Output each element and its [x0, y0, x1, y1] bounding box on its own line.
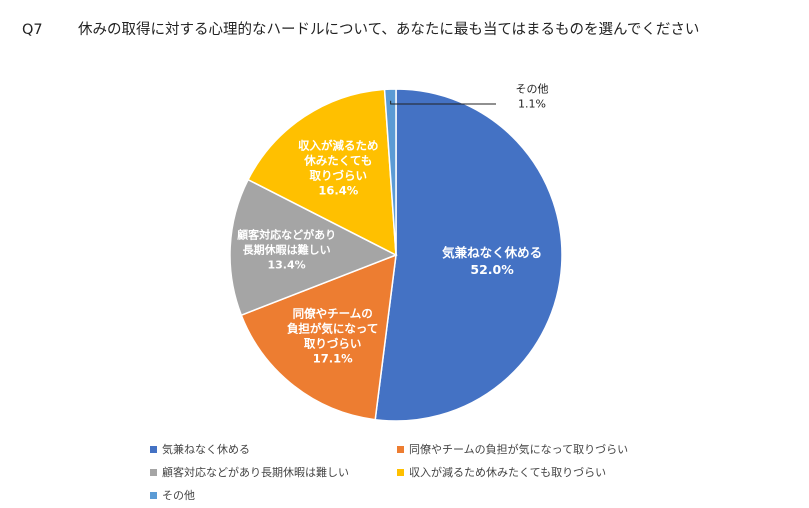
legend-swatch-1 [397, 445, 404, 453]
pie-slice-1 [240, 253, 397, 421]
legend-item-1: 同僚やチームの負担が気になって取りづらい [397, 441, 628, 457]
pie-slice-2 [229, 178, 398, 317]
question-number: Q7 [22, 22, 43, 38]
legend-label-1: 同僚やチームの負担が気になって取りづらい [409, 443, 629, 456]
pie-slice-4 [383, 88, 397, 256]
data-label-3: 収入が減るため休みたくても取りづらい 16.4% [298, 138, 379, 197]
legend-swatch-3 [397, 468, 404, 476]
question-text: 休みの取得に対する心理的なハードルについて、あなたに最も当てはまるものを選んでく… [78, 22, 700, 38]
data-label-2: 顧客対応などがあり長期休暇は難しい 13.4% [237, 227, 336, 271]
pie-slice-0 [374, 88, 563, 422]
legend-label-2: 顧客対応などがあり長期休暇は難しい [162, 466, 349, 479]
chart-title: Q7 休みの取得に対する心理的なハードルについて、あなたに最も当てはまるものを選ん… [22, 18, 699, 39]
legend-item-3: 収入が減るため休みたくても取りづらい [397, 464, 606, 480]
data-label-4: その他 1.1% [516, 82, 549, 110]
legend-swatch-4 [150, 491, 157, 499]
legend-label-4: その他 [162, 489, 195, 502]
pie-slice-3 [247, 88, 397, 257]
legend-item-4: その他 [150, 487, 195, 503]
data-label-0: 気兼ねなく休める 52.0% [442, 245, 542, 277]
legend-swatch-0 [150, 445, 157, 453]
legend-label-3: 収入が減るため休みたくても取りづらい [409, 466, 607, 479]
legend-label-0: 気兼ねなく休める [162, 443, 250, 456]
legend-item-0: 気兼ねなく休める [150, 441, 250, 457]
legend-swatch-2 [150, 468, 157, 476]
legend-item-2: 顧客対応などがあり長期休暇は難しい [150, 464, 349, 480]
leader-line-4 [390, 100, 496, 105]
data-label-1: 同僚やチームの負担が気になって取りづらい 17.1% [287, 307, 378, 366]
